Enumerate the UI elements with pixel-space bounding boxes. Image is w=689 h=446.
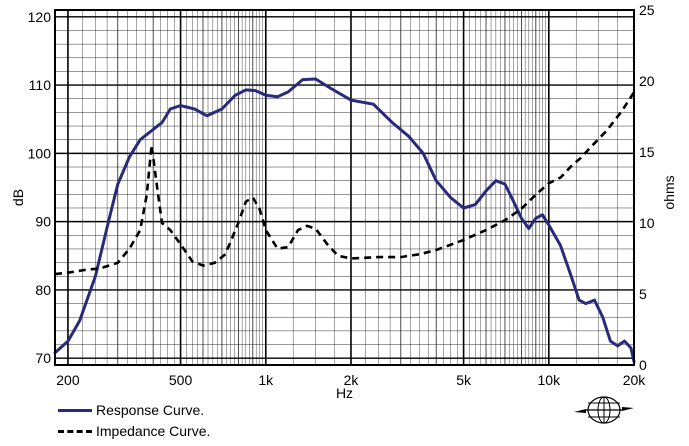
legend-response: Response Curve. bbox=[58, 402, 204, 418]
plot-frame bbox=[54, 9, 635, 366]
y-right-tick-label: 15 bbox=[639, 144, 655, 160]
tick-labels: 200 500 1k 2k 5k 10k 20k 70 80 90 100 110 120 0 5 10 15 2… bbox=[28, 2, 655, 388]
y-right-tick-label: 10 bbox=[639, 215, 655, 231]
impedance-curve-line bbox=[54, 91, 636, 276]
y-left-tick-label: 120 bbox=[28, 9, 52, 25]
series-group bbox=[53, 77, 636, 364]
y-right-tick-label: 5 bbox=[639, 286, 647, 302]
y-left-tick-label: 80 bbox=[35, 282, 51, 298]
y-axis-left-label: dB bbox=[10, 189, 26, 206]
y-left-tick-label: 110 bbox=[29, 77, 52, 93]
y-left-tick-label: 100 bbox=[28, 145, 52, 161]
y-axis-right-label: ohms bbox=[661, 175, 677, 209]
response-curve-line bbox=[53, 77, 636, 364]
x-tick-label: 1k bbox=[258, 372, 274, 388]
legend-response-label: Response Curve. bbox=[96, 402, 205, 418]
legend-impedance-swatch bbox=[58, 429, 92, 433]
x-tick-label: 20k bbox=[623, 372, 647, 388]
major-gridlines bbox=[55, 10, 635, 365]
x-tick-label: 10k bbox=[538, 372, 562, 388]
legend-response-swatch bbox=[58, 408, 92, 412]
legend-impedance-label: Impedance Curve. bbox=[96, 423, 211, 439]
y-right-tick-label: 0 bbox=[639, 357, 647, 373]
globe-logo-icon bbox=[574, 396, 634, 424]
y-right-tick-label: 20 bbox=[639, 73, 655, 89]
x-tick-label: 500 bbox=[169, 372, 193, 388]
y-left-tick-label: 70 bbox=[35, 350, 51, 366]
minor-gridlines bbox=[55, 10, 635, 365]
y-right-tick-label: 25 bbox=[639, 2, 655, 18]
x-tick-label: 2k bbox=[344, 372, 360, 388]
x-axis-label: Hz bbox=[336, 385, 353, 401]
legend-impedance: Impedance Curve. bbox=[58, 423, 210, 439]
y-left-tick-label: 90 bbox=[35, 214, 51, 230]
x-tick-label: 5k bbox=[456, 372, 472, 388]
x-tick-label: 200 bbox=[56, 372, 80, 388]
